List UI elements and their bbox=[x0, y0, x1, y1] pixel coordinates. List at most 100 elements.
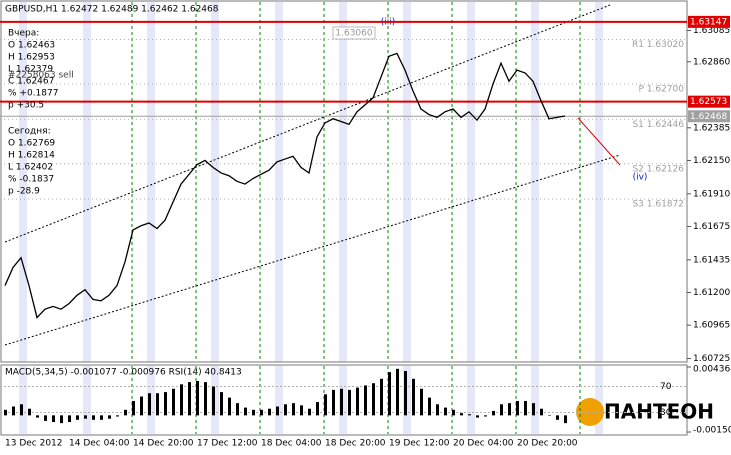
macd-bar bbox=[556, 415, 559, 420]
macd-bar bbox=[532, 403, 535, 416]
y-tick-label: 1.61200 bbox=[693, 288, 730, 298]
macd-bar bbox=[300, 405, 303, 416]
info-text: H 1.62814 bbox=[8, 151, 55, 161]
info-text: p -28.9 bbox=[8, 187, 40, 197]
price-note: 1.63060 bbox=[335, 29, 372, 39]
macd-bar bbox=[172, 388, 175, 416]
session-band bbox=[211, 2, 219, 362]
x-tick-label: 14 Dec 04:00 bbox=[69, 439, 130, 449]
pivot-label: S3 1.61872 bbox=[632, 200, 684, 210]
y-tick-label: 1.61435 bbox=[693, 255, 730, 265]
session-band bbox=[531, 2, 539, 362]
y-tick-label: 1.60725 bbox=[693, 354, 730, 364]
macd-bar bbox=[388, 372, 391, 416]
x-tick-label: 14 Dec 20:00 bbox=[133, 439, 194, 449]
session-band bbox=[19, 2, 27, 362]
macd-bar bbox=[316, 402, 319, 416]
y-tick-label: 1.62385 bbox=[693, 123, 730, 133]
macd-bar bbox=[364, 385, 367, 416]
y-tick-label: 1.61910 bbox=[693, 189, 730, 199]
session-band bbox=[595, 2, 603, 362]
macd-bar bbox=[476, 415, 479, 418]
info-text: L 1.62402 bbox=[8, 163, 53, 173]
channel-line bbox=[4, 154, 621, 346]
info-text: O 1.62463 bbox=[8, 41, 55, 51]
macd-bar bbox=[252, 409, 255, 416]
macd-bar bbox=[372, 383, 375, 416]
price-line bbox=[4, 52, 566, 319]
session-band bbox=[83, 2, 91, 362]
y-tick-label: 1.62150 bbox=[693, 156, 730, 166]
x-tick-label: 18 Dec 20:00 bbox=[325, 439, 386, 449]
macd-bar bbox=[92, 415, 95, 420]
info-text: H 1.62953 bbox=[8, 53, 55, 63]
y-tick-label: -0.001501 bbox=[693, 426, 731, 436]
x-tick-label: 13 Dec 2012 bbox=[5, 439, 63, 449]
macd-bar bbox=[100, 415, 103, 420]
macd-bar bbox=[428, 397, 431, 416]
pivot-label: R1 1.63020 bbox=[632, 40, 684, 50]
info-text: % +0.1877 bbox=[8, 89, 58, 99]
pivot-label: S2 1.62126 bbox=[632, 164, 684, 174]
x-tick-label: 20 Dec 04:00 bbox=[453, 439, 514, 449]
sub-frame bbox=[0, 364, 688, 436]
indicator-title: MACD(5,34,5) -0.001077 -0.000976 RSI(14)… bbox=[5, 368, 242, 378]
macd-bar bbox=[164, 392, 167, 416]
macd-bar bbox=[20, 404, 23, 416]
macd-bar bbox=[460, 413, 463, 416]
macd-bar bbox=[212, 386, 215, 416]
macd-bar bbox=[420, 388, 423, 416]
pivot-label: P 1.62700 bbox=[638, 85, 684, 95]
macd-bar bbox=[468, 414, 471, 416]
macd-bar bbox=[156, 393, 159, 416]
macd-bar bbox=[196, 381, 199, 416]
macd-bar bbox=[332, 389, 335, 416]
macd-bar bbox=[228, 397, 231, 416]
macd-bar bbox=[52, 415, 55, 423]
session-band bbox=[339, 2, 347, 362]
macd-bar bbox=[36, 415, 39, 418]
session-band bbox=[531, 366, 539, 434]
pivot-label: S1 1.62446 bbox=[632, 120, 684, 130]
logo: ПAНТЕОН bbox=[576, 398, 714, 426]
session-band bbox=[83, 366, 91, 434]
info-text: O 1.62769 bbox=[8, 139, 55, 149]
macd-bar bbox=[524, 400, 527, 416]
macd-bar bbox=[500, 404, 503, 416]
x-tick-label: 18 Dec 04:00 bbox=[261, 439, 322, 449]
logo-text: ПAНТЕОН bbox=[604, 400, 714, 424]
info-text: C 1.62467 bbox=[8, 77, 54, 87]
macd-bar bbox=[516, 400, 519, 416]
session-band bbox=[467, 366, 475, 434]
macd-bar bbox=[124, 409, 127, 416]
main-frame bbox=[0, 0, 688, 363]
macd-bar bbox=[260, 409, 263, 416]
macd-bar bbox=[404, 371, 407, 416]
macd-bar bbox=[220, 392, 223, 416]
macd-bar bbox=[268, 408, 271, 416]
channel-line bbox=[4, 4, 611, 243]
session-band bbox=[147, 2, 155, 362]
order-label: #2258063 sell bbox=[8, 71, 74, 81]
macd-bar bbox=[492, 410, 495, 416]
price-box bbox=[332, 26, 376, 40]
macd-bar bbox=[236, 403, 239, 416]
macd-bar bbox=[148, 393, 151, 416]
session-band bbox=[275, 366, 283, 434]
macd-bar bbox=[276, 406, 279, 416]
level-label: 1.62468 bbox=[690, 112, 727, 122]
macd-bar bbox=[284, 404, 287, 416]
y-tick-label: 1.62860 bbox=[693, 57, 730, 67]
chart-title: GBPUSD,H1 1.62472 1.62489 1.62462 1.6246… bbox=[5, 5, 219, 15]
macd-bar bbox=[4, 409, 7, 416]
y-tick-label: 1.60965 bbox=[693, 321, 730, 331]
macd-bar bbox=[108, 415, 111, 419]
macd-bar bbox=[540, 408, 543, 416]
info-text: L 1.62379 bbox=[8, 65, 53, 75]
macd-bar bbox=[396, 368, 399, 416]
x-tick-label: 19 Dec 12:00 bbox=[389, 439, 450, 449]
level-box bbox=[688, 95, 730, 108]
macd-bar bbox=[436, 404, 439, 416]
